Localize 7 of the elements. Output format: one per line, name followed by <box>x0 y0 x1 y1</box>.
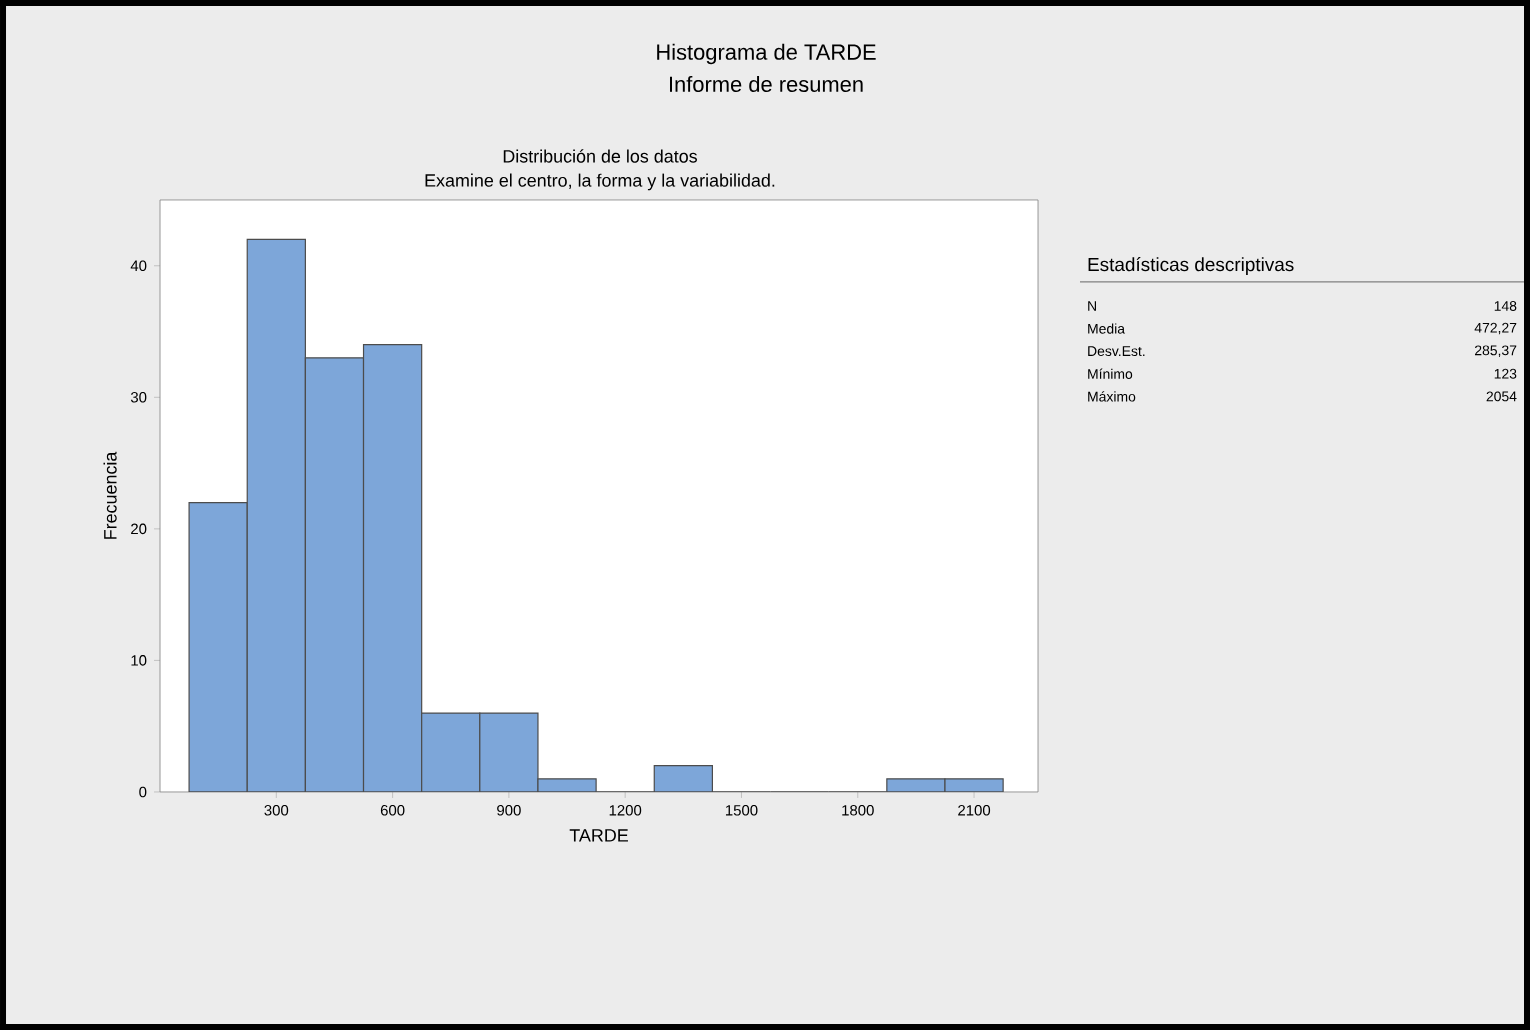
chart-title: Histograma de TARDE <box>657 43 876 65</box>
x-axis-title: TARDE <box>569 829 628 842</box>
text: Distribución de los datos <box>503 149 697 163</box>
text: Examine el centro, la forma y la variabilidad. <box>425 173 775 191</box>
chart-subtitle: Informe de resumen <box>669 75 863 93</box>
text: Estadísticas descriptivas <box>1088 257 1294 275</box>
y-axis-title: Frecuencia <box>103 451 117 539</box>
